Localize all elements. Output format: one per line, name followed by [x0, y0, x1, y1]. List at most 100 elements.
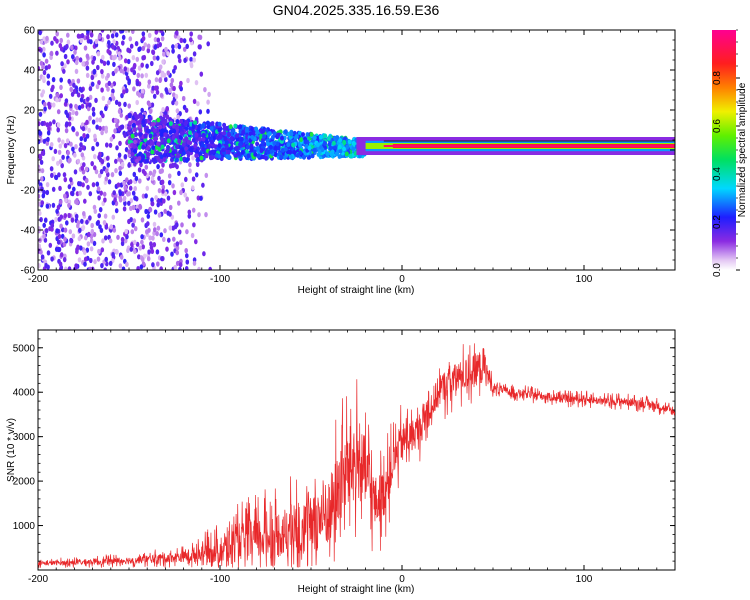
heatmap-cell — [117, 108, 122, 114]
heatmap-cell — [50, 222, 55, 229]
heatmap-cell — [120, 240, 125, 247]
heatmap-cell — [297, 131, 302, 136]
heatmap-cell — [101, 54, 105, 61]
heatmap-cell — [63, 177, 68, 183]
heatmap-cell — [146, 145, 151, 151]
heatmap-cell — [97, 248, 101, 255]
heatmap-cell — [180, 222, 184, 228]
heatmap-cell — [327, 141, 332, 147]
heatmap-cell — [159, 232, 164, 238]
heatmap-cell — [63, 63, 67, 69]
heatmap-cell — [131, 204, 136, 211]
x-tick-label: -200 — [28, 274, 48, 285]
heatmap-cell — [69, 86, 73, 92]
heatmap-cell — [73, 49, 77, 55]
heatmap-cell — [52, 119, 56, 125]
heatmap-cell — [222, 130, 227, 136]
heatmap-cell — [56, 204, 61, 210]
heatmap-cell — [129, 205, 133, 211]
y-tick-label: 5000 — [13, 343, 36, 354]
heatmap-cell — [108, 238, 113, 244]
heatmap-cell — [95, 84, 100, 90]
heatmap-cell — [171, 48, 175, 54]
heatmap-cell — [63, 227, 68, 233]
heatmap-cell — [99, 227, 104, 233]
heatmap-cell — [110, 92, 115, 98]
heatmap-cell — [76, 220, 81, 226]
heatmap-cell — [44, 228, 49, 234]
heatmap-cell — [60, 61, 64, 67]
heatmap-cell — [92, 240, 97, 246]
heatmap-cell — [119, 254, 124, 260]
heatmap-cell — [141, 154, 146, 160]
heatmap-cell — [130, 157, 135, 163]
heatmap-cell — [156, 55, 160, 61]
heatmap-cell — [80, 165, 85, 171]
heatmap-cell — [40, 176, 44, 182]
heatmap-cell — [155, 150, 160, 156]
heatmap-cell — [133, 239, 137, 245]
heatmap-cell — [78, 57, 83, 63]
heatmap-cell — [198, 109, 203, 115]
heatmap-cell — [123, 185, 128, 191]
heatmap-cell — [43, 237, 48, 243]
heatmap-cell — [156, 225, 161, 231]
heatmap-cell — [162, 198, 166, 204]
heatmap-cell — [102, 220, 107, 226]
heatmap-cell — [177, 200, 181, 206]
heatmap-cell — [91, 119, 96, 125]
heatmap-cell — [121, 40, 125, 46]
heatmap-cell — [127, 78, 131, 84]
heatmap-cell — [175, 119, 180, 124]
heatmap-cell — [168, 211, 172, 217]
heatmap-cell — [140, 239, 144, 245]
heatmap-cell — [132, 218, 137, 224]
heatmap-cell — [193, 143, 198, 149]
heatmap-cell — [150, 149, 155, 155]
heatmap-cell — [119, 112, 124, 118]
heatmap-cell — [112, 30, 116, 34]
heatmap-cell — [128, 179, 133, 185]
heatmap-cell — [184, 248, 188, 254]
heatmap-cell — [81, 61, 85, 67]
heatmap-cell — [140, 62, 144, 68]
heatmap-cell — [51, 156, 55, 162]
colorbar-tick-label: 0.0 — [712, 263, 723, 277]
heatmap-cell — [205, 139, 209, 145]
heatmap-cell — [127, 200, 131, 206]
heatmap-cell — [261, 140, 265, 146]
heatmap-cell — [140, 107, 144, 113]
heatmap-cell — [253, 152, 258, 157]
heatmap-cell — [273, 146, 278, 151]
heatmap-cell — [310, 153, 315, 159]
heatmap-cell — [39, 249, 43, 255]
heatmap-cell — [146, 140, 151, 145]
heatmap-cell — [171, 162, 175, 169]
heatmap-cell — [76, 92, 81, 98]
heatmap-cell — [94, 169, 99, 175]
heatmap-cell — [137, 119, 142, 125]
heatmap-cell — [134, 175, 139, 182]
heatmap-cell — [76, 158, 81, 164]
heatmap-cell — [157, 212, 162, 218]
heatmap-cell — [227, 132, 231, 138]
heatmap-cell — [132, 69, 137, 76]
heatmap-cell — [189, 63, 194, 69]
heatmap-cell — [90, 74, 95, 81]
heatmap-cell — [104, 224, 109, 230]
heatmap-cell — [200, 142, 205, 148]
heatmap-cell — [106, 60, 110, 66]
heatmap-cell — [121, 34, 126, 41]
heatmap-cell — [55, 50, 59, 56]
heatmap-cell — [156, 261, 160, 267]
heatmap-cell — [133, 139, 138, 145]
heatmap-cell — [77, 257, 82, 263]
heatmap-cell — [67, 184, 72, 190]
heatmap-cell — [51, 102, 56, 108]
heatmap-cell — [167, 180, 172, 186]
heatmap-cell — [117, 51, 122, 57]
heatmap-cell — [152, 93, 157, 99]
heatmap-cell — [192, 260, 197, 266]
heatmap-cell — [74, 263, 79, 269]
heatmap-cell — [79, 37, 84, 44]
